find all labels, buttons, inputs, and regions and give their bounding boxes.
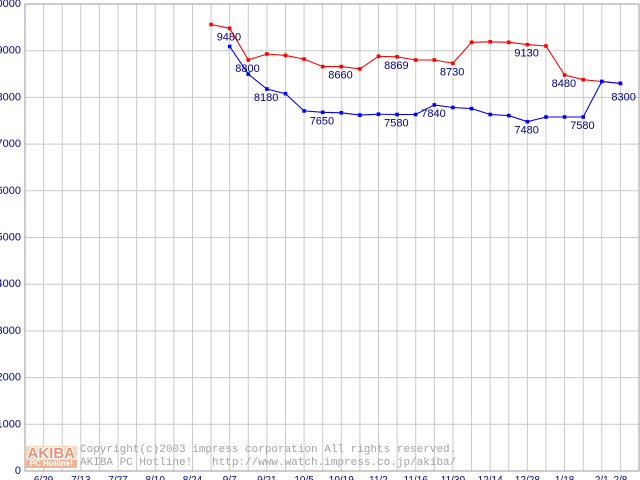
svg-text:1000: 1000 [0, 418, 21, 430]
svg-text:2000: 2000 [0, 372, 21, 384]
svg-text:9130: 9130 [514, 48, 538, 60]
svg-text:8800: 8800 [235, 63, 259, 75]
svg-text:6/29: 6/29 [34, 475, 54, 480]
svg-text:7580: 7580 [384, 118, 408, 130]
svg-text:7580: 7580 [570, 120, 594, 132]
svg-text:8730: 8730 [440, 66, 464, 78]
svg-text:7/13: 7/13 [71, 475, 91, 480]
svg-text:11/30: 11/30 [441, 475, 466, 480]
svg-text:8/24: 8/24 [183, 475, 203, 480]
svg-text:11/2: 11/2 [369, 475, 388, 480]
svg-text:8180: 8180 [254, 92, 278, 104]
svg-text:6000: 6000 [0, 185, 21, 197]
svg-text:12/14: 12/14 [478, 475, 503, 480]
svg-text:12/28: 12/28 [515, 475, 540, 480]
svg-text:7/27: 7/27 [108, 475, 128, 480]
svg-text:10/19: 10/19 [329, 475, 354, 480]
svg-text:7000: 7000 [0, 138, 21, 150]
svg-text:9/21: 9/21 [257, 475, 277, 480]
svg-text:8660: 8660 [328, 70, 352, 82]
svg-text:8000: 8000 [0, 91, 21, 103]
svg-text:0: 0 [15, 465, 21, 477]
svg-text:11/16: 11/16 [404, 475, 429, 480]
svg-text:7840: 7840 [421, 108, 445, 120]
svg-text:4000: 4000 [0, 278, 21, 290]
svg-text:5000: 5000 [0, 232, 21, 244]
svg-text:8/10: 8/10 [145, 475, 165, 480]
svg-text:10000: 10000 [0, 0, 21, 10]
svg-text:10/5: 10/5 [294, 475, 314, 480]
svg-text:1/18: 1/18 [555, 475, 575, 480]
svg-text:2/1: 2/1 [595, 475, 609, 480]
svg-text:2/8: 2/8 [613, 475, 627, 480]
svg-text:7480: 7480 [514, 125, 538, 137]
svg-text:9480: 9480 [217, 31, 241, 43]
svg-text:8300: 8300 [611, 91, 635, 103]
svg-text:8869: 8869 [384, 60, 408, 72]
svg-text:7650: 7650 [310, 115, 334, 127]
svg-text:9000: 9000 [0, 45, 21, 57]
svg-text:8480: 8480 [552, 78, 576, 90]
svg-text:9/7: 9/7 [223, 475, 237, 480]
